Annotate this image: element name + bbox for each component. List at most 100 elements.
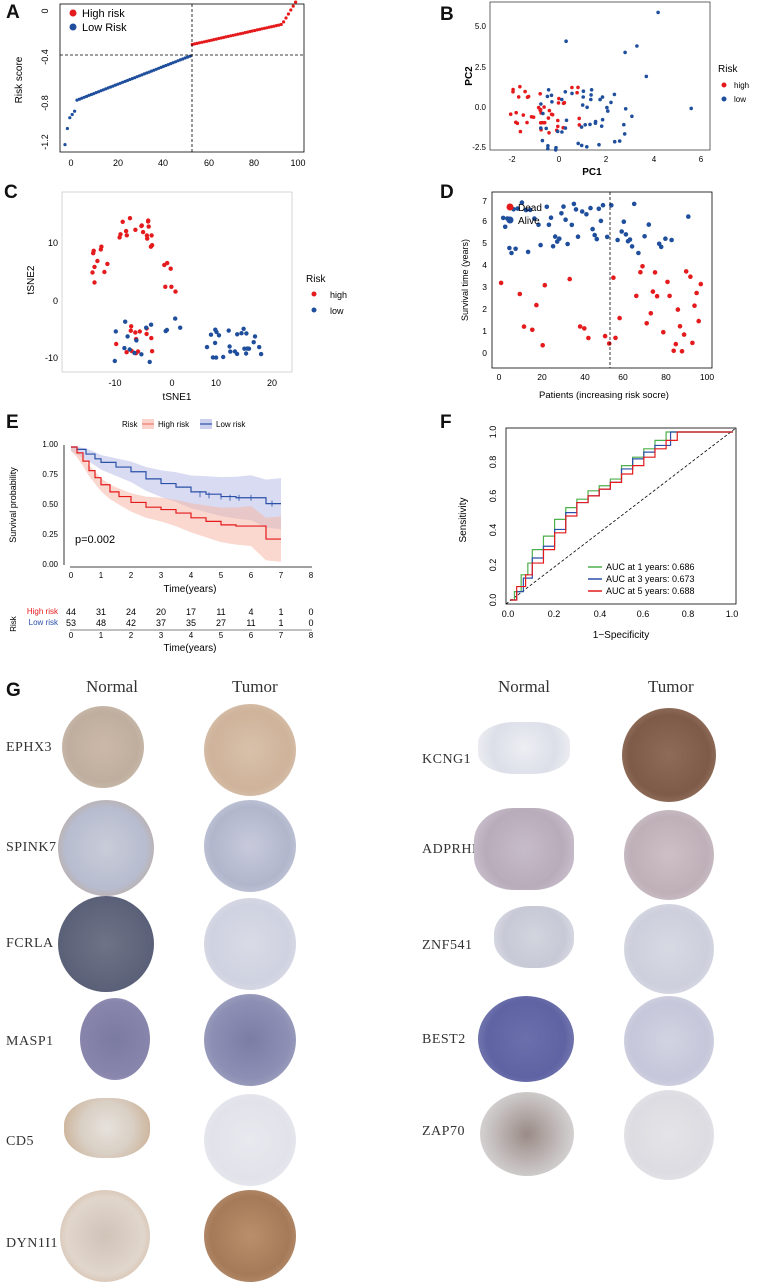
ihc-core-spink7-tumor [204, 800, 296, 892]
high-risk-point [246, 30, 250, 34]
risk-count: 31 [96, 607, 106, 617]
panel-b-frame [489, 1, 711, 151]
high-point [137, 329, 142, 334]
high-risk-point [233, 33, 238, 37]
low-point [204, 344, 210, 350]
low-point [609, 100, 613, 105]
tick: 10 [211, 378, 221, 388]
tick: 10 [48, 238, 58, 248]
low-point [612, 139, 617, 144]
low-point [600, 117, 605, 122]
low-point [599, 124, 604, 128]
tick: 4 [189, 631, 194, 640]
alive-point [619, 229, 624, 234]
high-point [169, 284, 174, 289]
tick: 0.0 [488, 594, 498, 607]
panel-letter-e: E [6, 412, 19, 433]
alive-point [557, 236, 562, 241]
tick: 0.0 [502, 609, 515, 619]
legend-label-low: low [330, 306, 344, 316]
tick: 20 [267, 378, 277, 388]
high-risk-point [265, 26, 269, 30]
panel-b-x-ticks: -2 0 2 4 6 [508, 155, 703, 164]
panel-f-roc-chart: 1−Specificity Sensitivity 0.0 0.2 0.4 0.… [458, 426, 738, 641]
low-point [546, 146, 550, 151]
dead-point [613, 335, 618, 341]
high-point [140, 229, 146, 235]
low-risk-point [97, 90, 101, 94]
low-point [173, 316, 178, 321]
low-point [257, 344, 262, 350]
tick: 2 [129, 631, 134, 640]
low-point [581, 89, 586, 93]
alive-point [536, 222, 541, 228]
panel-b-y-ticks: -2.5 0.0 2.5 5.0 [472, 22, 486, 152]
high-point [514, 110, 518, 115]
gene-label-best2: BEST2 [422, 1032, 466, 1047]
tick: 0.0 [475, 103, 487, 112]
high-point [133, 330, 138, 335]
high-point [168, 266, 173, 271]
tick: 0 [169, 378, 174, 388]
dead-point [638, 269, 643, 275]
high-point [124, 233, 129, 238]
high-risk-point [248, 29, 252, 34]
gene-label-znf541: ZNF541 [422, 938, 473, 953]
ihc-core-best2-normal [478, 996, 574, 1082]
ihc-core-dyn1i1-normal [60, 1190, 150, 1282]
high-risk-point [236, 32, 240, 36]
tick: 0.75 [42, 470, 58, 479]
high-point [135, 349, 141, 354]
high-point [145, 236, 150, 241]
low-point [541, 111, 545, 116]
low-point [644, 74, 649, 79]
ihc-header-tumor-right: Tumor [648, 677, 694, 696]
dead-point [679, 349, 685, 354]
panel-d-survival-status-chart: Dead Alive Patients (increasing risk soc… [460, 191, 714, 401]
legend-label-low: low [734, 95, 746, 104]
panel-d-frame [491, 191, 713, 369]
panel-letter-b: B [440, 4, 454, 25]
tick: -0.8 [40, 95, 50, 111]
alive-point [571, 201, 577, 207]
low-risk-point [173, 60, 178, 64]
ihc-core-kcng1-tumor [622, 708, 716, 802]
panel-c-x-ticks: -10 0 10 20 [108, 378, 277, 388]
low-point [227, 344, 232, 349]
high-point [521, 113, 526, 117]
legend-label-high: high [734, 81, 749, 90]
high-point [163, 284, 168, 289]
ihc-core-znf541-normal [494, 906, 574, 968]
low-risk-point [135, 75, 139, 79]
ihc-header-normal-right: Normal [498, 677, 550, 696]
high-risk-point [221, 35, 226, 40]
legend-label-low-risk: Low risk [216, 420, 246, 429]
low-point [123, 319, 128, 324]
low-risk-point [68, 116, 72, 120]
risk-count: 37 [156, 618, 166, 628]
low-risk-point [101, 88, 105, 92]
high-risk-point [262, 26, 266, 30]
high-risk-curve [71, 446, 281, 540]
high-point [149, 349, 155, 354]
alive-point [559, 211, 564, 216]
ihc-core-adprhl-normal [474, 808, 574, 890]
high-risk-point [212, 38, 216, 42]
high-risk-point [258, 27, 262, 31]
dead-point [640, 264, 645, 269]
dead-point [644, 321, 649, 326]
low-risk-point [92, 92, 96, 96]
alive-point [525, 249, 531, 255]
alive-point [513, 246, 518, 252]
legend-marker-dead [506, 203, 514, 211]
alive-point [642, 234, 647, 239]
ihc-core-cd5-tumor [204, 1094, 296, 1186]
alive-point [636, 250, 641, 256]
low-risk-point [181, 57, 185, 61]
risk-count: 1 [278, 607, 283, 617]
risk-count: 1 [278, 618, 283, 628]
high-point [105, 261, 110, 267]
tick: 2 [482, 304, 487, 314]
low-risk-point [185, 55, 190, 59]
low-point [560, 97, 564, 102]
